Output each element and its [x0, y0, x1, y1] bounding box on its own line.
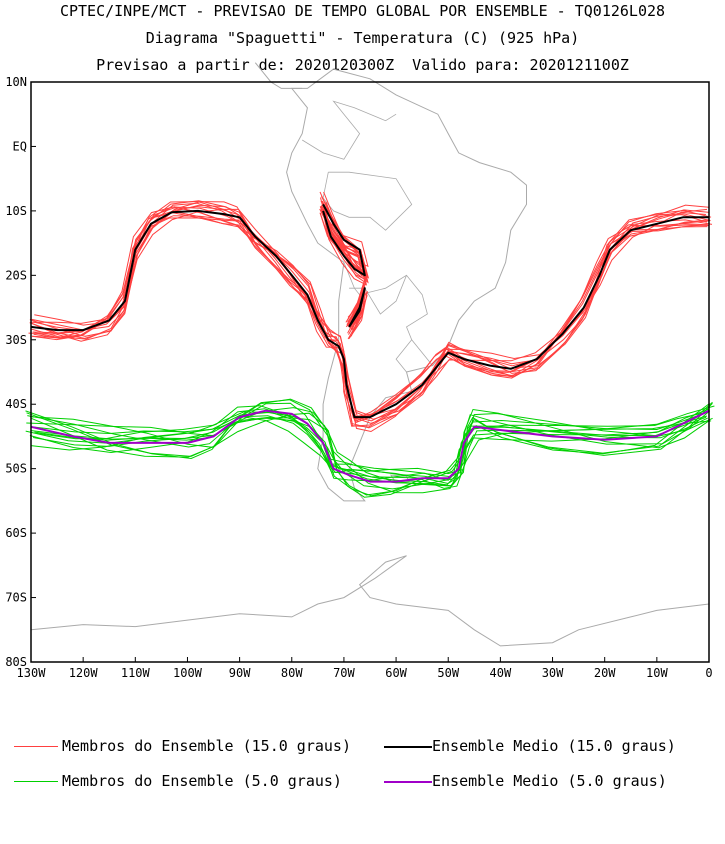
x-tick-label: 70W [333, 666, 355, 680]
x-tick-label: 0 [705, 666, 712, 680]
ensemble-member-line-5 [25, 398, 713, 498]
ensemble-members-15-group [28, 191, 713, 433]
ensemble-member-line-15 [32, 212, 708, 420]
country-border [343, 262, 433, 366]
x-tick-label: 120W [69, 666, 99, 680]
y-tick-label: 10S [5, 204, 27, 218]
legend-label-members-5: Membros do Ensemble (5.0 graus) [62, 772, 342, 790]
country-border [349, 275, 407, 315]
legend-item-members-15: Membros do Ensemble (15.0 graus) [12, 737, 351, 809]
x-tick-label: 80W [281, 666, 303, 680]
x-tick-label: 90W [229, 666, 251, 680]
x-tick-label: 40W [490, 666, 512, 680]
spaghetti-chart: 130W 120W 110W 100W 90W 80W 70W 60W 50W 40W 30W 20W… [5, 62, 715, 680]
legend-swatch-purple [384, 781, 432, 783]
x-tick-label: 110W [121, 666, 151, 680]
x-tick-label: 60W [385, 666, 407, 680]
country-border [395, 339, 413, 373]
ensemble-mean-line-15 [348, 287, 366, 328]
y-tick-label: 30S [5, 333, 27, 347]
legend-swatch-green [14, 781, 58, 782]
antarctica-coastline [30, 555, 710, 647]
country-border [301, 100, 397, 160]
ensemble-mean-line-15 [30, 209, 709, 419]
ensemble-member-line-5 [33, 411, 707, 481]
chart-title-line-3: Previsao a partir de: 2020120300Z Valido… [96, 56, 629, 74]
y-tick-label: 20S [5, 268, 27, 282]
ensemble-member-line-15 [33, 206, 710, 422]
south-america-outline [286, 68, 527, 502]
ensemble-mean-line-5 [30, 409, 710, 483]
ensemble-member-line-5 [33, 415, 708, 485]
legend-item-mean-15: Ensemble Medio (15.0 graus) [372, 737, 676, 809]
x-tick-label: 100W [173, 666, 203, 680]
y-tick-label: 50S [5, 462, 27, 476]
legend-swatch-red [14, 746, 58, 747]
x-tick-label: 20W [594, 666, 616, 680]
legend-swatch-black [384, 746, 432, 748]
y-tick-label: 70S [5, 591, 27, 605]
x-tick-label: 130W [17, 666, 47, 680]
ensemble-member-line-15 [347, 291, 368, 339]
ensemble-mean-line-15 [322, 203, 366, 277]
ensemble-member-line-5 [36, 411, 705, 481]
ensemble-members-5-group [25, 398, 715, 498]
legend-row-1: Membros do Ensemble (15.0 graus) Ensembl… [12, 737, 676, 757]
plot-frame [30, 81, 710, 663]
ensemble-member-line-5 [29, 408, 710, 482]
chart-title-line-2: Diagrama "Spaguetti" - Temperatura (C) (… [145, 29, 580, 47]
x-tick-label: 50W [437, 666, 459, 680]
y-tick-label: 80S [5, 655, 27, 669]
ensemble-member-line-5 [30, 416, 712, 489]
y-tick-label: 10N [5, 75, 27, 89]
ensemble-member-line-15 [32, 205, 706, 422]
base-map [30, 62, 710, 647]
ensemble-member-line-15 [29, 200, 712, 429]
x-tick-label: 10W [646, 666, 668, 680]
legend-label-mean-5: Ensemble Medio (5.0 graus) [432, 772, 667, 790]
x-tick-label: 30W [542, 666, 564, 680]
legend-item-members-5: Membros do Ensemble (5.0 graus) [12, 772, 342, 844]
ensemble-member-line-15 [30, 206, 713, 427]
ensemble-member-line-15 [29, 201, 711, 428]
y-tick-label: 60S [5, 526, 27, 540]
y-tick-label: 40S [5, 397, 27, 411]
ensemble-mean-group [30, 203, 710, 483]
ensemble-member-line-15 [320, 196, 368, 281]
ensemble-member-line-5 [27, 407, 711, 490]
legend-item-mean-5: Ensemble Medio (5.0 graus) [372, 772, 667, 844]
axis-ticks: 130W 120W 110W 100W 90W 80W 70W 60W 50W 40W 30W 20W… [5, 75, 712, 680]
legend-row-2: Membros do Ensemble (5.0 graus) Ensemble… [12, 772, 667, 792]
central-america-outline [254, 62, 303, 89]
ensemble-member-line-5 [31, 402, 710, 497]
chart-title-line-1: CPTEC/INPE/MCT - PREVISAO DE TEMPO GLOBA… [59, 2, 666, 20]
y-tick-label: EQ [13, 139, 27, 153]
legend-label-mean-15: Ensemble Medio (15.0 graus) [432, 737, 676, 755]
legend-label-members-15: Membros do Ensemble (15.0 graus) [62, 737, 351, 755]
ensemble-member-line-15 [319, 205, 369, 278]
